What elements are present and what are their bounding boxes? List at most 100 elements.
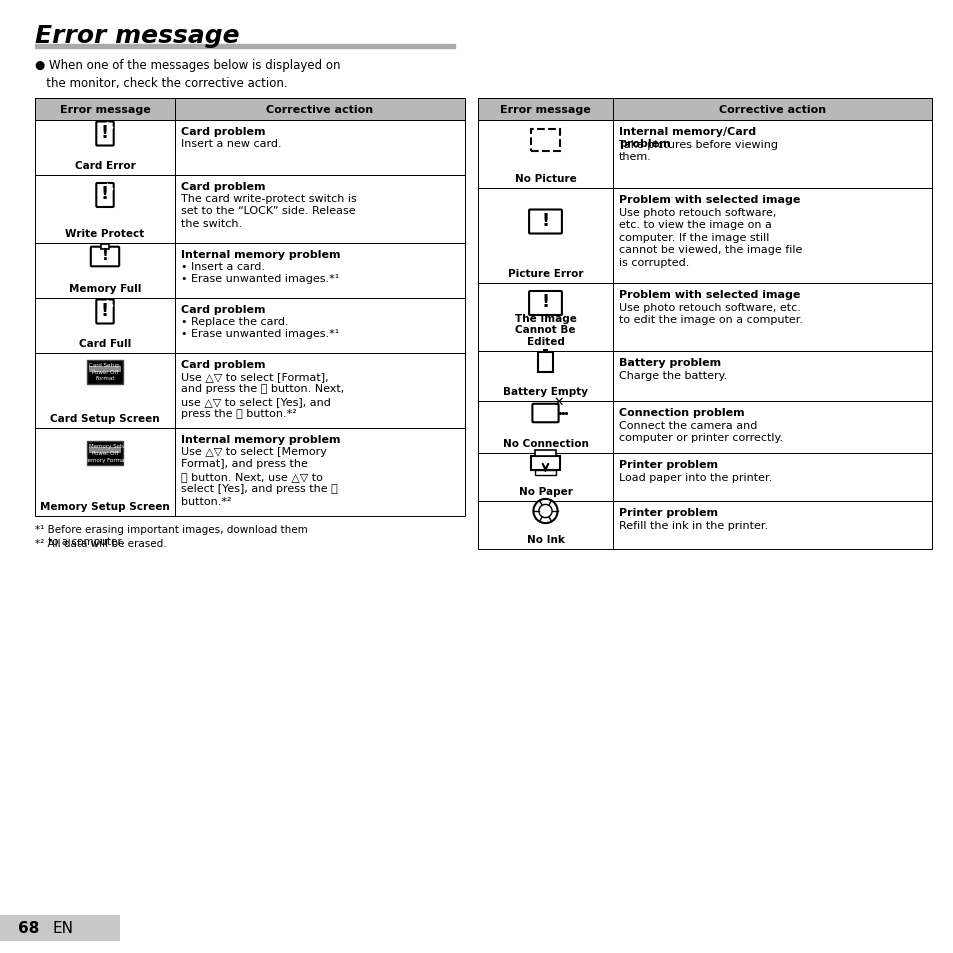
Circle shape xyxy=(533,499,557,523)
Text: Internal memory problem: Internal memory problem xyxy=(181,435,340,444)
Bar xyxy=(89,448,121,454)
Text: Memory Setup: Memory Setup xyxy=(89,443,129,449)
Text: • Insert a card.
• Erase unwanted images.*¹: • Insert a card. • Erase unwanted images… xyxy=(181,262,339,284)
FancyBboxPatch shape xyxy=(529,211,561,234)
Text: Use photo retouch software, etc.
to edit the image on a computer.: Use photo retouch software, etc. to edit… xyxy=(618,303,802,325)
Text: Card problem: Card problem xyxy=(181,305,265,314)
Bar xyxy=(535,470,555,476)
Text: Take pictures before viewing
them.: Take pictures before viewing them. xyxy=(618,140,778,162)
Text: No Paper: No Paper xyxy=(518,486,572,497)
Bar xyxy=(89,374,121,379)
Text: Printer problem: Printer problem xyxy=(618,459,718,470)
Text: Format: Format xyxy=(95,376,114,381)
Text: Memory Full: Memory Full xyxy=(69,284,141,294)
Bar xyxy=(613,501,931,550)
Bar xyxy=(174,298,464,354)
Text: Memory Setup Screen: Memory Setup Screen xyxy=(40,501,170,512)
Text: !: ! xyxy=(541,293,549,311)
Text: The Image
Cannot Be
Edited: The Image Cannot Be Edited xyxy=(514,314,576,347)
Text: Card problem: Card problem xyxy=(181,359,265,370)
Bar xyxy=(477,352,613,401)
Bar xyxy=(613,454,931,501)
Bar xyxy=(531,130,559,152)
FancyBboxPatch shape xyxy=(91,248,119,267)
FancyBboxPatch shape xyxy=(529,292,561,315)
Bar xyxy=(174,121,464,175)
Text: No Connection: No Connection xyxy=(502,438,588,449)
Text: Problem with selected image: Problem with selected image xyxy=(618,290,800,299)
Text: Charge the battery.: Charge the battery. xyxy=(618,371,726,380)
FancyBboxPatch shape xyxy=(96,300,113,324)
Bar xyxy=(174,354,464,429)
Circle shape xyxy=(538,505,552,518)
Text: Card Setup: Card Setup xyxy=(89,362,119,367)
Text: No Ink: No Ink xyxy=(526,535,564,544)
Text: Error message: Error message xyxy=(35,24,239,48)
Bar xyxy=(35,121,174,175)
Text: Battery Empty: Battery Empty xyxy=(502,387,587,396)
Bar xyxy=(35,99,174,121)
Text: Memory Format: Memory Format xyxy=(83,457,127,462)
Polygon shape xyxy=(107,123,112,130)
Bar xyxy=(89,455,121,460)
Text: Card problem: Card problem xyxy=(181,182,265,192)
Text: 68: 68 xyxy=(18,921,39,936)
Bar xyxy=(477,284,613,352)
Text: !: ! xyxy=(101,301,109,319)
Text: Card Full: Card Full xyxy=(79,338,131,349)
Bar xyxy=(535,451,555,456)
Text: Battery problem: Battery problem xyxy=(618,357,720,368)
Bar xyxy=(477,454,613,501)
Text: Picture Error: Picture Error xyxy=(507,269,582,278)
Polygon shape xyxy=(107,301,112,307)
Bar xyxy=(0,915,120,941)
Text: No Picture: No Picture xyxy=(514,173,576,184)
Bar xyxy=(613,189,931,284)
Bar xyxy=(87,441,123,465)
Bar xyxy=(477,99,931,121)
Bar xyxy=(35,244,174,298)
Text: Use △▽ to select [Memory
Format], and press the
⒪ button. Next, use △▽ to
select: Use △▽ to select [Memory Format], and pr… xyxy=(181,447,337,506)
Bar xyxy=(174,244,464,298)
Text: *¹ Before erasing important images, download them
    to a computer.: *¹ Before erasing important images, down… xyxy=(35,524,308,546)
Bar xyxy=(101,245,109,250)
Text: • Replace the card.
• Erase unwanted images.*¹: • Replace the card. • Erase unwanted ima… xyxy=(181,316,339,339)
Text: Printer problem: Printer problem xyxy=(618,507,718,517)
Polygon shape xyxy=(107,301,112,307)
Bar xyxy=(537,353,553,373)
Bar xyxy=(542,350,547,353)
Text: EN: EN xyxy=(52,921,73,936)
Bar xyxy=(87,360,123,384)
Polygon shape xyxy=(107,123,112,130)
Text: Card Error: Card Error xyxy=(74,161,135,171)
Bar xyxy=(89,366,121,372)
Text: !: ! xyxy=(101,123,109,141)
Text: Power Off: Power Off xyxy=(91,369,118,375)
Bar xyxy=(531,456,559,470)
Text: Card Setup Screen: Card Setup Screen xyxy=(51,414,160,423)
Bar xyxy=(35,298,174,354)
Text: Connection problem: Connection problem xyxy=(618,408,744,417)
FancyBboxPatch shape xyxy=(96,184,113,208)
Bar xyxy=(613,352,931,401)
Bar xyxy=(174,429,464,517)
Bar xyxy=(35,45,455,49)
Text: Card problem: Card problem xyxy=(181,127,265,137)
Text: Power Off: Power Off xyxy=(91,451,118,456)
FancyBboxPatch shape xyxy=(96,122,113,147)
Bar xyxy=(477,189,613,284)
Text: Internal memory problem: Internal memory problem xyxy=(181,250,340,260)
Text: *² All data will be erased.: *² All data will be erased. xyxy=(35,538,167,548)
Polygon shape xyxy=(107,185,112,191)
Bar xyxy=(35,99,464,121)
Bar xyxy=(174,175,464,244)
Text: Problem with selected image: Problem with selected image xyxy=(618,194,800,205)
Text: Connect the camera and
computer or printer correctly.: Connect the camera and computer or print… xyxy=(618,420,782,443)
Text: Refill the ink in the printer.: Refill the ink in the printer. xyxy=(618,520,767,531)
Text: !: ! xyxy=(101,185,109,203)
Bar xyxy=(613,401,931,454)
Bar xyxy=(35,429,174,517)
Text: !: ! xyxy=(101,248,109,263)
Text: Corrective action: Corrective action xyxy=(719,105,825,115)
Text: Error message: Error message xyxy=(499,105,590,115)
